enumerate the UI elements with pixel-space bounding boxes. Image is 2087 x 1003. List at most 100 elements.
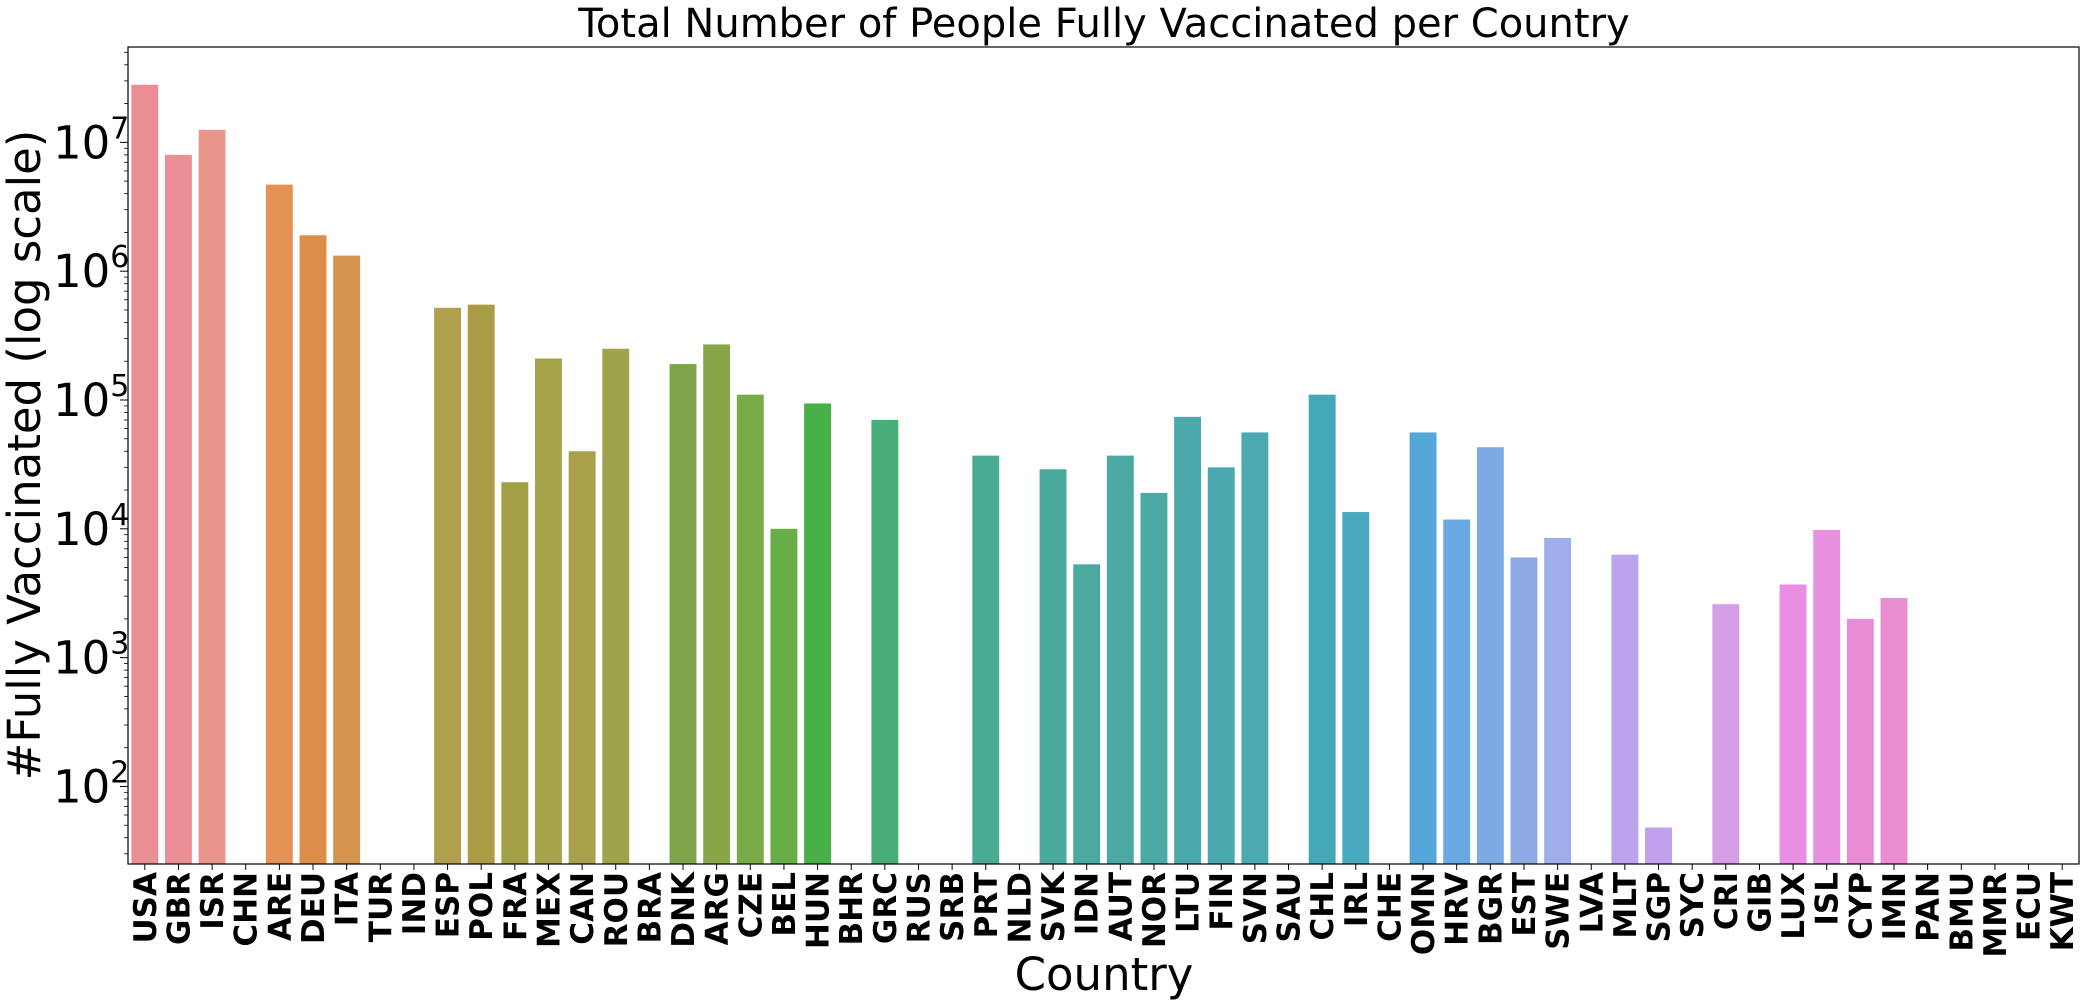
- chart-title: Total Number of People Fully Vaccinated …: [577, 1, 1629, 47]
- bar-chl: [1308, 394, 1336, 864]
- x-tick-label: IND: [397, 872, 433, 935]
- x-tick-label: MLT: [1608, 872, 1644, 939]
- x-tick-label: TUR: [363, 872, 399, 942]
- plot-frame: [127, 46, 2080, 865]
- y-tick-label: 107: [53, 111, 129, 169]
- bar-prt: [972, 455, 1000, 864]
- x-tick-label: SYC: [1675, 872, 1711, 938]
- x-tick-label: MMR: [1978, 872, 2014, 958]
- x-tick-label: SVK: [1036, 871, 1072, 942]
- x-tick-label: BEL: [767, 872, 803, 937]
- x-tick-label: ECU: [2012, 872, 2048, 941]
- x-tick-label: SGP: [1642, 872, 1678, 943]
- x-tick-label: SAU: [1272, 872, 1308, 943]
- bar-can: [568, 451, 596, 864]
- x-tick-label: ISR: [195, 872, 231, 930]
- bar-isl: [1813, 529, 1841, 864]
- x-tick-label: DNK: [666, 871, 702, 948]
- x-tick-label: OMN: [1406, 872, 1442, 955]
- x-tick-label: ISL: [1810, 872, 1846, 926]
- x-tick-label: FRA: [498, 872, 534, 941]
- y-tick-label: 103: [53, 627, 129, 685]
- x-tick-label: HUN: [801, 872, 837, 949]
- y-tick-label: 102: [53, 755, 129, 813]
- x-tick-label: PRT: [969, 872, 1005, 938]
- bar-ita: [333, 255, 361, 864]
- bar-sgp: [1645, 827, 1672, 864]
- bar-fra: [501, 482, 529, 864]
- bar-aut: [1106, 455, 1134, 864]
- x-tick-label: POL: [464, 872, 500, 941]
- x-tick-label: NLD: [1002, 872, 1038, 943]
- x-tick-label: SWE: [1541, 872, 1577, 950]
- x-tick-label: ESP: [431, 872, 467, 938]
- x-tick-label: GBR: [161, 872, 197, 945]
- bar-swe: [1544, 537, 1572, 864]
- x-tick-label: AUT: [1103, 872, 1139, 941]
- bar-grc: [871, 419, 899, 864]
- x-tick-label: CAN: [565, 872, 601, 945]
- bar-dnk: [669, 364, 697, 864]
- bar-lux: [1779, 584, 1807, 864]
- x-tick-label: CHE: [1372, 872, 1408, 942]
- y-tick-label: 105: [53, 369, 129, 427]
- x-tick-label: NOR: [1137, 872, 1173, 948]
- bar-pol: [467, 304, 495, 864]
- bar-ltu: [1174, 416, 1202, 864]
- x-tick-label: CZE: [733, 872, 769, 938]
- y-tick-label: 106: [53, 240, 129, 298]
- y-axis: 102 103 104 105 106 107: [53, 51, 129, 855]
- bar-arg: [703, 344, 731, 865]
- bar-svk: [1039, 469, 1067, 864]
- bar-nor: [1140, 492, 1168, 864]
- bar-deu: [299, 235, 327, 865]
- x-tick-label: IRL: [1339, 872, 1375, 927]
- bar-isr: [198, 129, 226, 864]
- bar-esp: [434, 307, 462, 865]
- x-tick-label: IDN: [1070, 872, 1106, 935]
- bar-cze: [736, 394, 764, 864]
- x-tick-label: LTU: [1171, 872, 1207, 933]
- x-tick-label: DEU: [296, 872, 332, 944]
- x-tick-label: LUX: [1776, 872, 1812, 940]
- x-tick-label: HRV: [1440, 872, 1476, 946]
- x-tick-label: GIB: [1742, 872, 1778, 933]
- x-tick-label: ROU: [599, 872, 635, 947]
- x-tick-label: CHL: [1305, 872, 1341, 940]
- bar-hrv: [1443, 519, 1471, 864]
- x-tick-label: BRA: [632, 872, 668, 944]
- bar-est: [1510, 557, 1538, 864]
- bar-idn: [1073, 564, 1101, 864]
- x-tick-label: BGR: [1473, 872, 1509, 945]
- x-tick-label: IMN: [1877, 872, 1913, 940]
- x-tick-label: MEX: [531, 872, 567, 948]
- x-tick-label: CRI: [1709, 872, 1745, 930]
- x-tick-label: FIN: [1204, 872, 1240, 931]
- bar-gbr: [165, 154, 192, 864]
- x-tick-label: USA: [128, 872, 164, 944]
- x-tick-label: BHR: [834, 872, 870, 946]
- x-tick-label: SVN: [1238, 872, 1274, 944]
- x-tick-label: EST: [1507, 872, 1543, 937]
- bar-omn: [1409, 432, 1437, 864]
- y-axis-label: #Fully Vaccinated (log scale): [0, 130, 51, 781]
- x-tick-label: LVA: [1574, 872, 1610, 933]
- x-tick-label: ARE: [262, 872, 298, 941]
- x-tick-label: CYP: [1843, 872, 1879, 940]
- x-tick-label: SRB: [935, 872, 971, 942]
- bar-rou: [602, 348, 630, 864]
- bar-bel: [770, 528, 798, 864]
- bar-hun: [804, 403, 832, 864]
- x-tick-label: ITA: [330, 872, 366, 926]
- bar-usa: [131, 84, 159, 865]
- bar-irl: [1342, 512, 1370, 864]
- x-axis: USAGBRISRCHNAREDEUITATURINDESPPOLFRAMEXC…: [128, 864, 2081, 958]
- x-tick-label: PAN: [1911, 872, 1947, 942]
- bar-bgr: [1476, 447, 1504, 864]
- x-tick-label: BMU: [1944, 872, 1980, 952]
- x-tick-label: KWT: [2045, 872, 2081, 951]
- bar-svn: [1241, 432, 1269, 864]
- bar-fin: [1207, 467, 1235, 864]
